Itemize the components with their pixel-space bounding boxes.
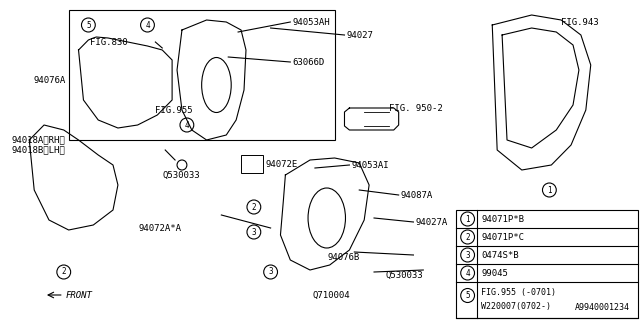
Bar — [456, 210, 638, 318]
Text: Q710004: Q710004 — [313, 291, 351, 300]
Text: 94027: 94027 — [346, 30, 373, 39]
Text: 2: 2 — [465, 233, 470, 242]
Bar — [68, 10, 335, 140]
Text: A9940001234: A9940001234 — [575, 303, 630, 312]
Text: FIG.955: FIG.955 — [156, 106, 193, 115]
Text: 2: 2 — [252, 203, 256, 212]
Text: 0474S*B: 0474S*B — [481, 251, 519, 260]
Text: 5: 5 — [86, 20, 91, 29]
Bar — [241, 155, 263, 173]
Text: 4: 4 — [465, 268, 470, 277]
Text: 94053AI: 94053AI — [351, 161, 389, 170]
Text: 3: 3 — [252, 228, 256, 236]
Text: 94076A: 94076A — [33, 76, 66, 84]
Text: 94018B〈LH〉: 94018B〈LH〉 — [12, 146, 66, 155]
Text: 94071P*C: 94071P*C — [481, 233, 524, 242]
Text: 63066D: 63066D — [292, 58, 324, 67]
Text: FIG. 950-2: FIG. 950-2 — [389, 103, 443, 113]
Text: 1: 1 — [465, 214, 470, 223]
Text: 94087A: 94087A — [401, 190, 433, 199]
Text: FIG.943: FIG.943 — [561, 18, 599, 27]
Text: 94071P*B: 94071P*B — [481, 214, 524, 223]
Text: 4: 4 — [145, 20, 150, 29]
Text: 5: 5 — [465, 291, 470, 300]
Text: 94018A〈RH〉: 94018A〈RH〉 — [12, 135, 66, 145]
Text: W220007(0702-): W220007(0702-) — [481, 301, 552, 310]
Text: FIG.830: FIG.830 — [90, 37, 128, 46]
Text: Q530033: Q530033 — [163, 171, 200, 180]
Text: 99045: 99045 — [481, 268, 508, 277]
Text: 94076B: 94076B — [327, 253, 359, 262]
Text: FRONT: FRONT — [66, 291, 93, 300]
Text: 2: 2 — [61, 268, 66, 276]
Text: FIG.955 (-0701): FIG.955 (-0701) — [481, 287, 556, 297]
Text: 94027A: 94027A — [415, 218, 447, 227]
Text: 3: 3 — [268, 268, 273, 276]
Text: Q530033: Q530033 — [386, 270, 424, 279]
Text: 94072E: 94072E — [266, 159, 298, 169]
Text: 94053AH: 94053AH — [292, 18, 330, 27]
Text: 4: 4 — [184, 121, 189, 130]
Text: 94072A*A: 94072A*A — [139, 223, 182, 233]
Text: 1: 1 — [547, 186, 552, 195]
Text: 3: 3 — [465, 251, 470, 260]
